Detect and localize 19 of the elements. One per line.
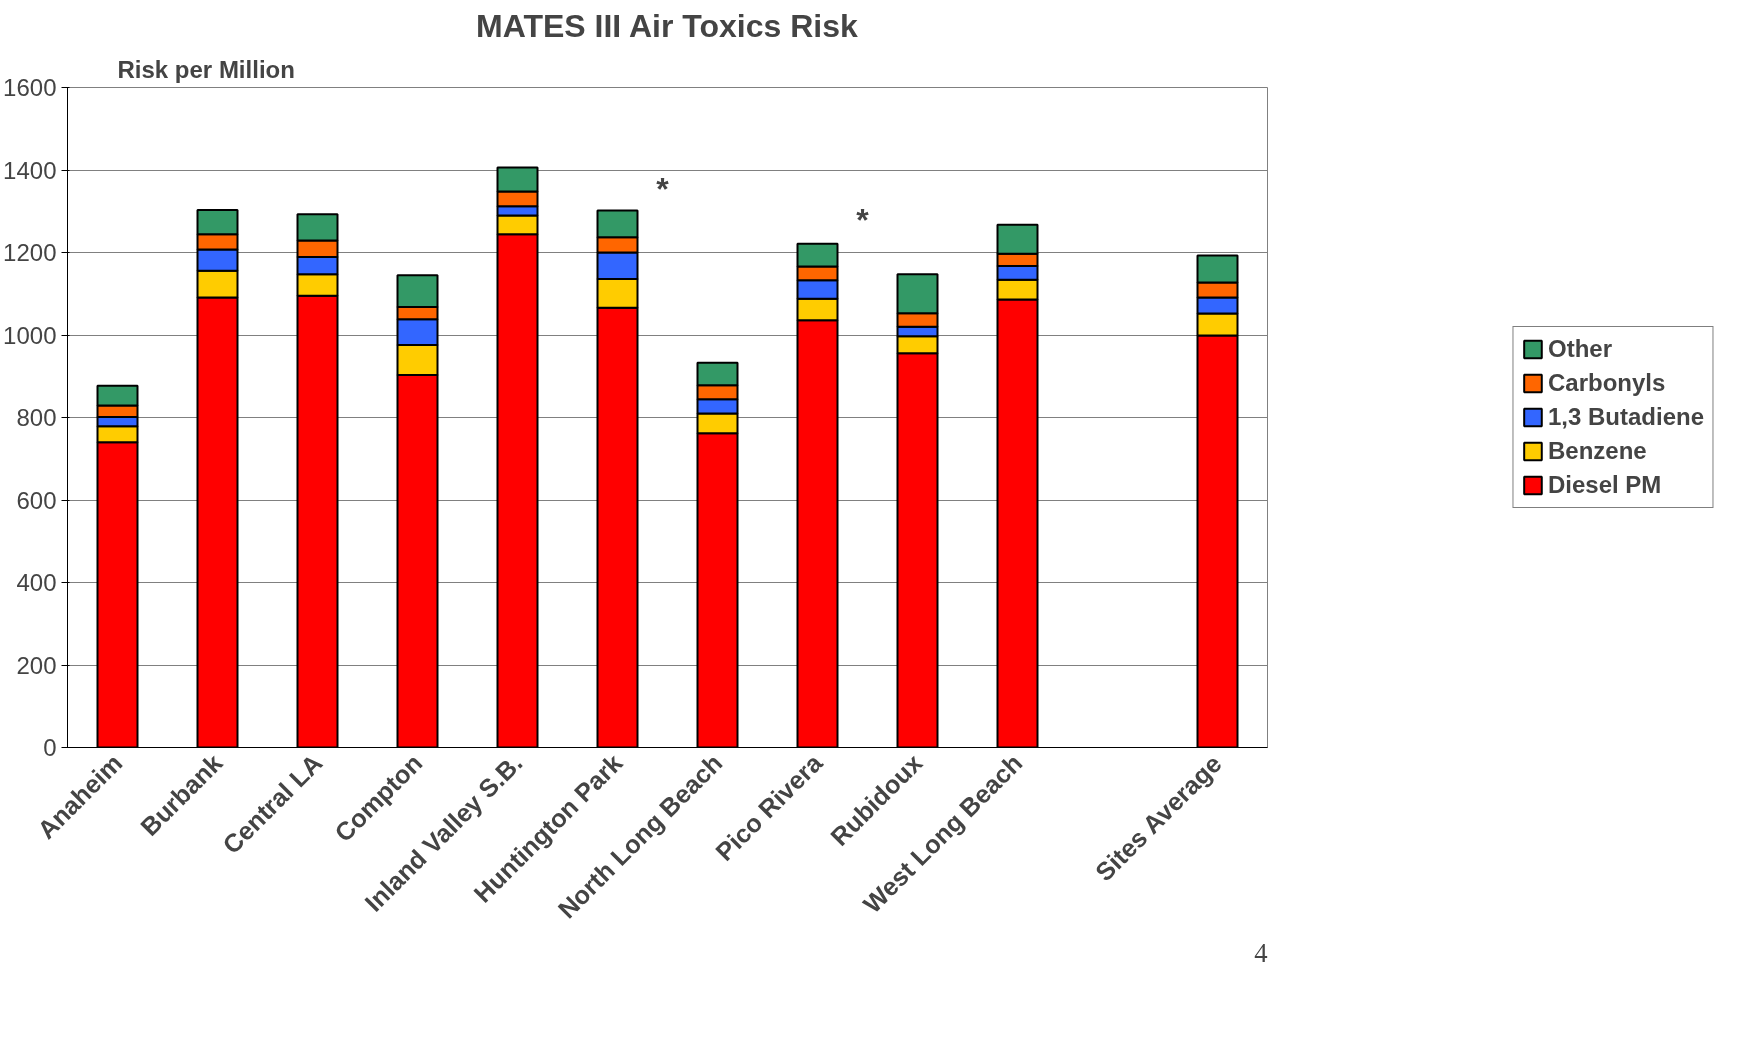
y-tick-label: 1000 xyxy=(3,321,57,349)
legend-label: Diesel PM xyxy=(1547,471,1662,499)
y-tick-label: 1200 xyxy=(3,239,57,266)
y-tick-label: 600 xyxy=(16,486,57,514)
annotation: * xyxy=(656,170,670,207)
annotation: * xyxy=(856,202,870,239)
legend-label: Other xyxy=(1547,335,1612,363)
y-tick-label: 1600 xyxy=(3,74,57,101)
y-tick-label: 0 xyxy=(43,734,57,761)
text: 4 xyxy=(1254,937,1268,968)
y-tick-label: 200 xyxy=(16,651,57,679)
y-tick-label: 800 xyxy=(16,404,57,431)
legend-label: 1,3 Butadiene xyxy=(1547,403,1705,431)
y-tick-label: 1400 xyxy=(3,156,57,184)
legend-label: Benzene xyxy=(1547,437,1647,465)
y-axis-title: Risk per Million xyxy=(117,55,295,83)
legend-label: Carbonyls xyxy=(1547,369,1666,397)
y-tick-label: 400 xyxy=(16,569,57,596)
chart-title: MATES III Air Toxics Risk xyxy=(476,7,858,44)
